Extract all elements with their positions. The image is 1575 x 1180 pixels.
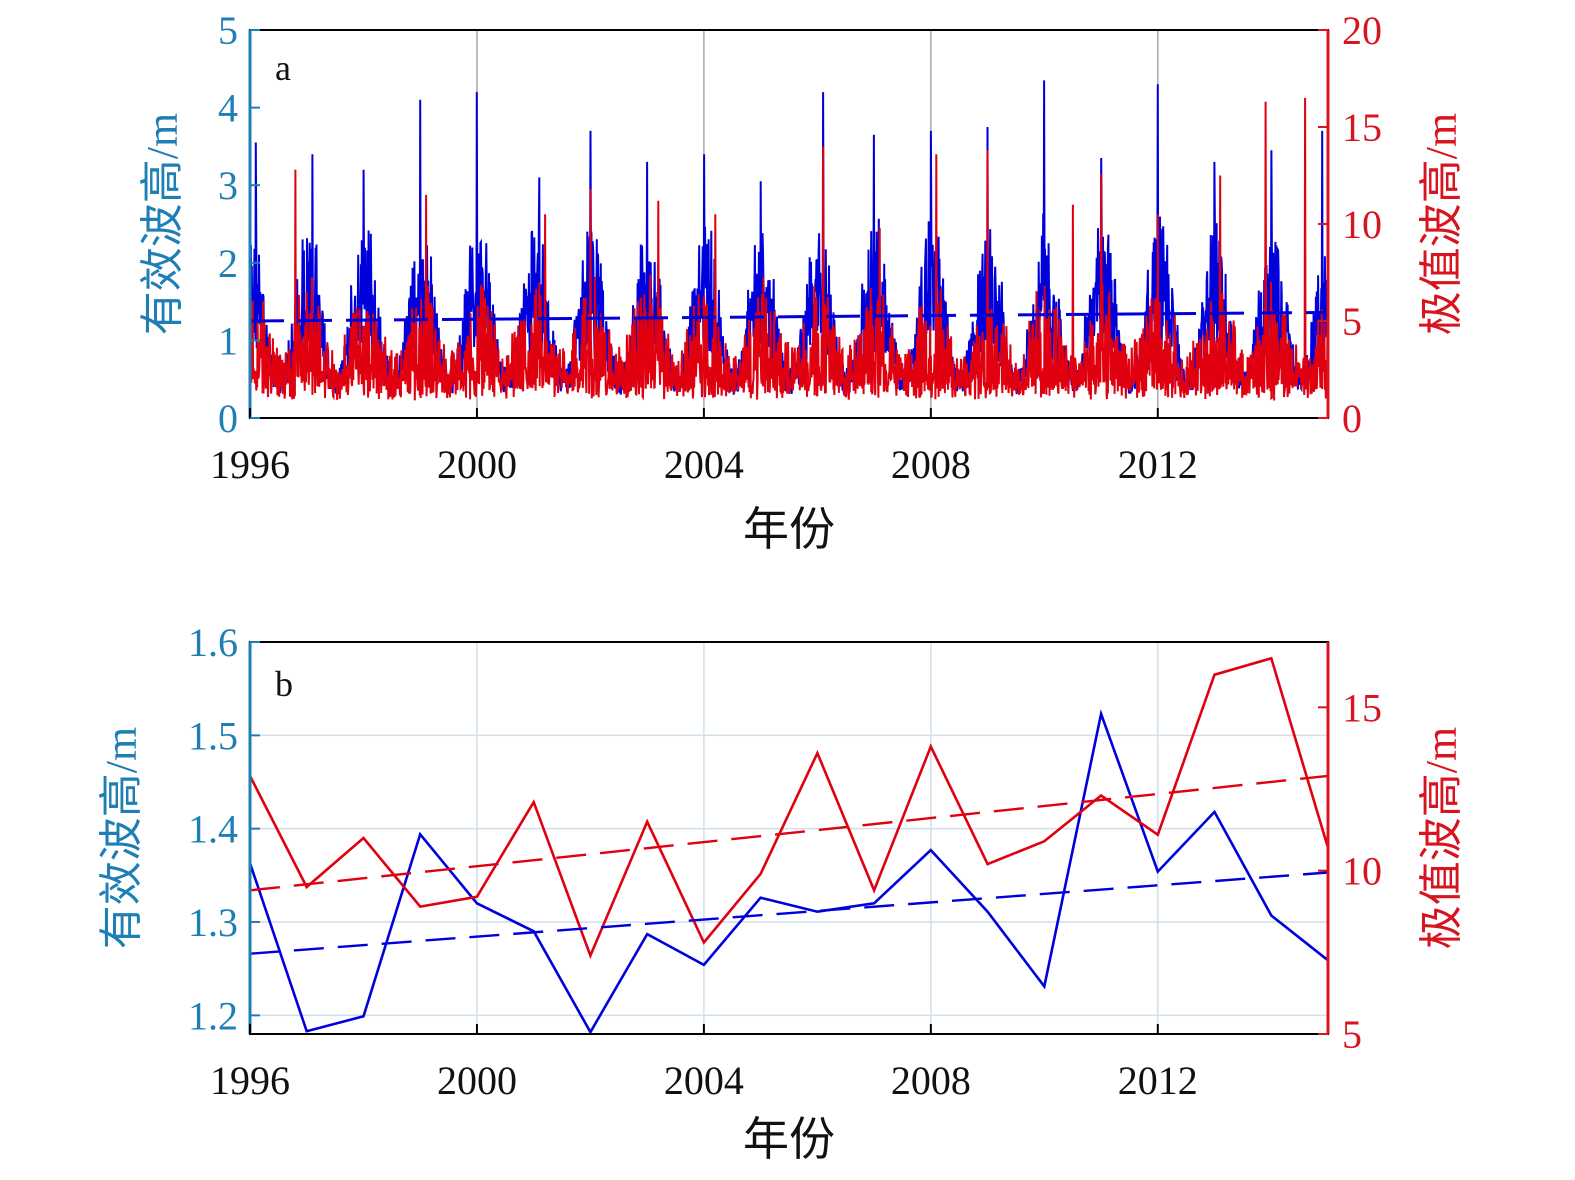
y-left-tick-label: 3 <box>218 163 238 208</box>
y-left-tick-label: 0 <box>218 396 238 441</box>
y-left-tick-label: 1.4 <box>188 807 238 852</box>
x-tick-label: 2000 <box>437 1058 517 1103</box>
panel-b-series <box>248 656 1330 1035</box>
y-right-tick-label: 10 <box>1342 202 1382 247</box>
x-tick-label: 2012 <box>1118 442 1198 487</box>
panel-b-label: b <box>275 664 293 704</box>
panel-a-trend-line <box>249 310 1329 323</box>
x-tick-label: 2004 <box>664 442 744 487</box>
y-right-tick-label: 20 <box>1342 8 1382 53</box>
panel-b-trend-extreme <box>249 774 1329 892</box>
panel-b-trend-significant <box>249 871 1329 955</box>
panel-a-series <box>249 80 1329 401</box>
y-right-tick-label: 15 <box>1342 105 1382 150</box>
panel-a-label: a <box>275 48 291 88</box>
panel-b-ticks: 1996 2000 2004 2008 2012 1.2 1.3 1.4 1.5 1.6 5 10 15 <box>188 620 1382 1103</box>
y-left-tick-label: 1 <box>218 318 238 363</box>
panel-b-xlabel: 年份 <box>743 1114 835 1165</box>
y-left-tick-label: 5 <box>218 8 238 53</box>
y-left-tick-label: 2 <box>218 241 238 286</box>
panel-b: 1996 2000 2004 2008 2012 1.2 1.3 1.4 1.5 1.6 5 10 15… <box>97 620 1466 1165</box>
x-tick-label: 2000 <box>437 442 517 487</box>
x-tick-label: 2012 <box>1118 1058 1198 1103</box>
y-right-tick-label: 15 <box>1342 685 1382 730</box>
y-left-tick-label: 1.5 <box>188 713 238 758</box>
y-left-tick-label: 1.2 <box>188 993 238 1038</box>
panel-b-ylabel-left: 有效波高/m <box>97 727 146 949</box>
panel-b-plot-area <box>250 642 1328 1034</box>
x-tick-label: 1996 <box>210 1058 290 1103</box>
panel-a-ylabel-right: 极值波高/m <box>1417 113 1466 335</box>
panel-b-series-significant-wave-height <box>248 709 1329 1035</box>
y-right-tick-label: 0 <box>1342 396 1362 441</box>
y-left-tick-label: 4 <box>218 86 238 131</box>
y-right-tick-label: 5 <box>1342 1012 1362 1057</box>
y-left-tick-label: 1.3 <box>188 900 238 945</box>
y-right-tick-label: 5 <box>1342 299 1362 344</box>
x-tick-label: 2004 <box>664 1058 744 1103</box>
panel-b-series-extreme-wave-height <box>248 656 1330 960</box>
panel-b-ylabel-right: 极值波高/m <box>1417 727 1466 949</box>
y-right-tick-label: 10 <box>1342 849 1382 894</box>
panel-a-ylabel-left: 有效波高/m <box>138 113 187 335</box>
x-tick-label: 1996 <box>210 442 290 487</box>
x-tick-label: 2008 <box>891 442 971 487</box>
panel-a-series-extreme-wave-height <box>249 97 1329 401</box>
panel-a-trend <box>249 310 1329 323</box>
y-left-tick-label: 1.6 <box>188 620 238 665</box>
x-tick-label: 2008 <box>891 1058 971 1103</box>
panel-a-xlabel: 年份 <box>743 504 835 555</box>
